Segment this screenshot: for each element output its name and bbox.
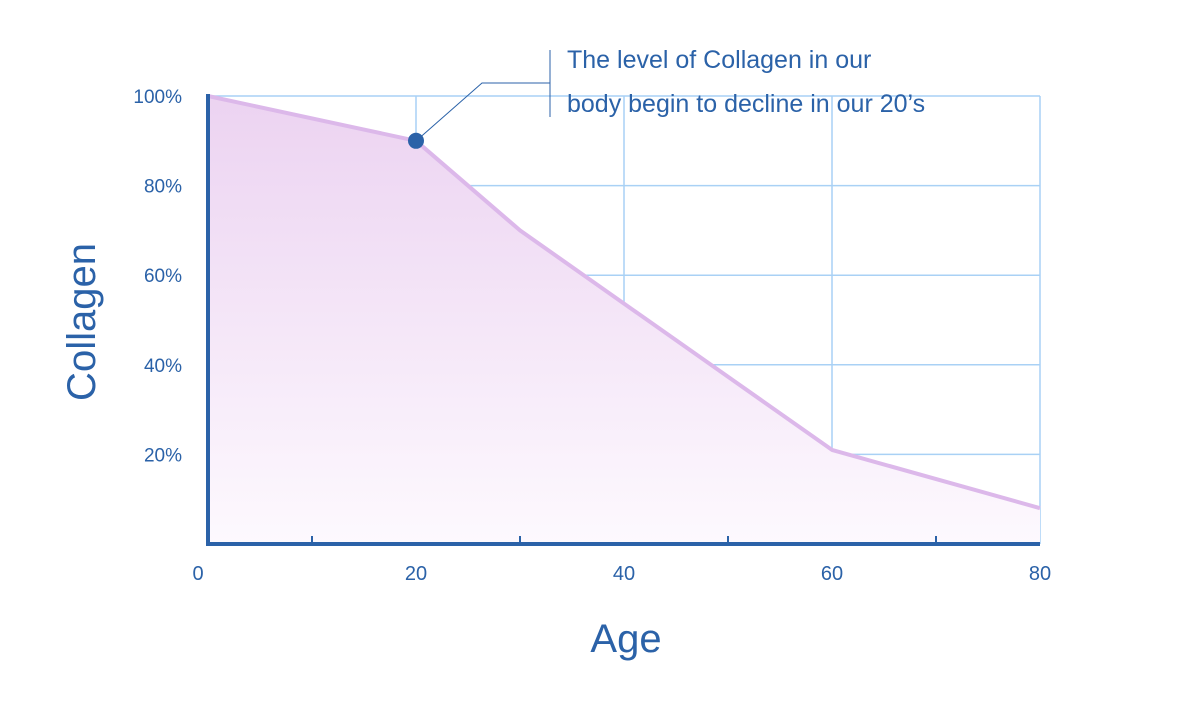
annotation: The level of Collagen in our body begin … <box>415 46 925 142</box>
x-tick-label: 60 <box>821 563 843 585</box>
axes <box>206 94 1040 546</box>
y-tick-label: 100% <box>133 87 182 108</box>
annotation-line-1: The level of Collagen in our <box>567 46 871 74</box>
y-axis-label: Collagen <box>60 243 104 401</box>
x-tick-label: 40 <box>613 563 635 585</box>
x-axis-label: Age <box>590 617 661 661</box>
series-line <box>207 94 1041 511</box>
y-tick-label: 40% <box>144 356 182 377</box>
y-tick-label: 80% <box>144 177 182 198</box>
annotation-line-2: body begin to decline in our 20’s <box>567 90 925 118</box>
x-tick-label: 0 <box>192 563 203 585</box>
y-tick-label: 60% <box>144 266 182 287</box>
annotation-leader-line <box>415 82 550 142</box>
highlight-point <box>408 132 424 149</box>
area-fill <box>208 96 1040 544</box>
x-tick-label: 20 <box>405 563 427 585</box>
tick-labels: 0 20 40 60 80 20% 40% 60% 80% 100% <box>133 87 1051 585</box>
x-tick-label: 80 <box>1029 563 1051 585</box>
y-tick-label: 20% <box>144 445 182 466</box>
